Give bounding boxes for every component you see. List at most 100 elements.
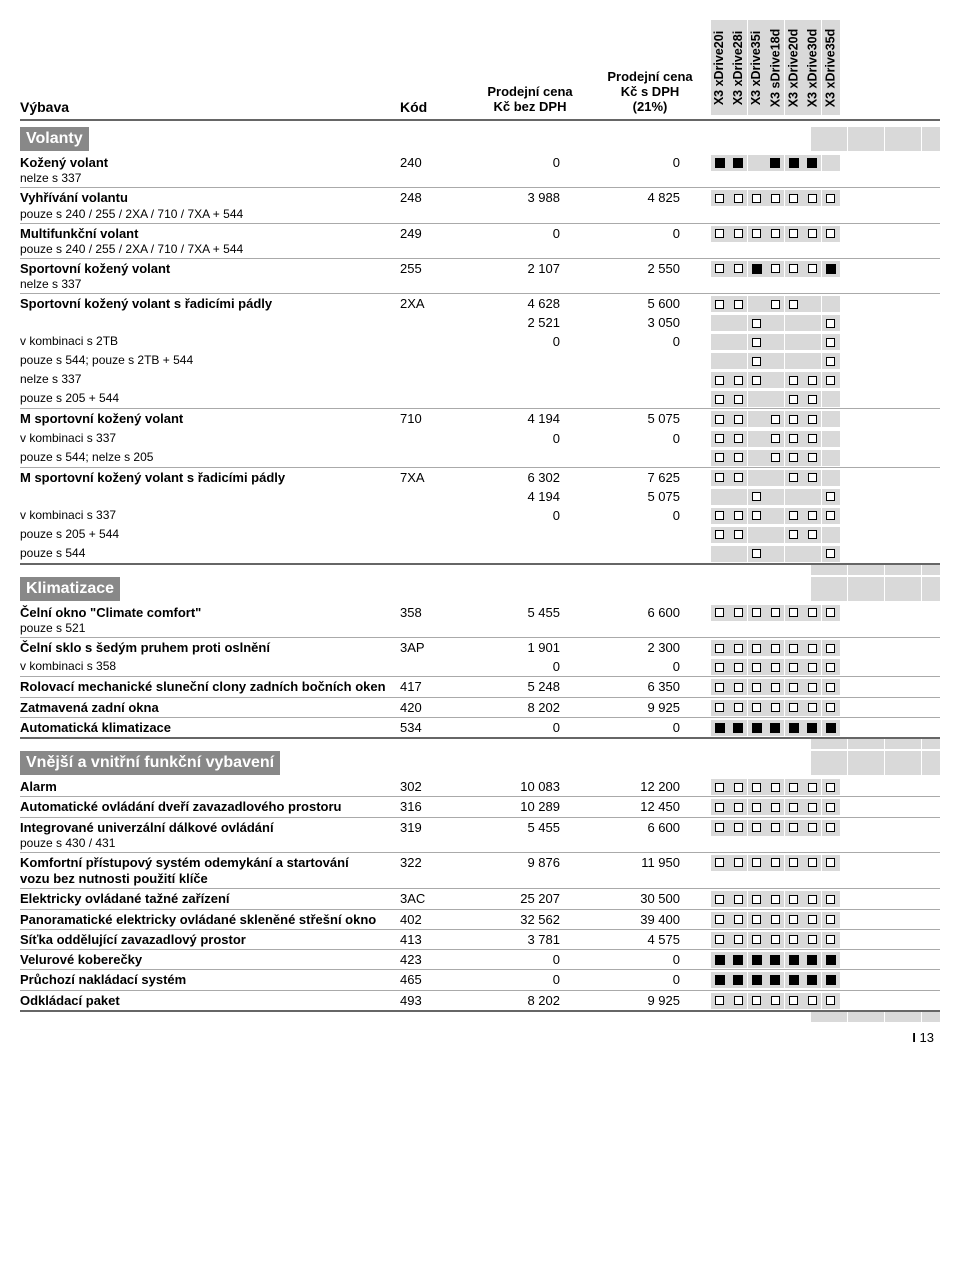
variant-header: X3 sDrive18d xyxy=(766,20,784,115)
availability-cell xyxy=(822,952,840,968)
availability-cell xyxy=(803,450,821,466)
price-vat: 9 925 xyxy=(590,993,710,1008)
item-code: 417 xyxy=(400,679,470,694)
availability-cell xyxy=(803,799,821,815)
availability-cell xyxy=(803,353,821,369)
item-sub: nelze s 337 xyxy=(20,372,400,387)
availability-cell xyxy=(803,952,821,968)
availability-cell xyxy=(785,679,803,695)
availability-cell xyxy=(711,700,729,716)
availability-grid xyxy=(710,952,840,968)
availability-cell xyxy=(748,799,766,815)
availability-cell xyxy=(748,605,766,621)
header-kod: Kód xyxy=(400,99,470,115)
availability-cell xyxy=(766,353,784,369)
item-name: Panoramatické elektricky ovládané skleně… xyxy=(20,912,400,928)
availability-grid xyxy=(710,912,840,928)
availability-cell xyxy=(748,190,766,206)
availability-cell xyxy=(711,932,729,948)
availability-cell xyxy=(711,546,729,562)
table-row: Odkládací paket4938 2029 925 xyxy=(20,991,940,1012)
item-code: 302 xyxy=(400,779,470,794)
availability-cell xyxy=(711,190,729,206)
availability-cell xyxy=(748,155,766,171)
price-novat: 9 876 xyxy=(470,855,590,870)
availability-cell xyxy=(766,659,784,675)
availability-cell xyxy=(822,640,840,656)
item-code: 413 xyxy=(400,932,470,947)
price-vat: 0 xyxy=(590,952,710,967)
availability-cell xyxy=(711,820,729,836)
availability-cell xyxy=(803,546,821,562)
availability-grid xyxy=(710,226,840,242)
price-novat: 0 xyxy=(470,972,590,987)
availability-cell xyxy=(729,155,747,171)
availability-cell xyxy=(748,450,766,466)
price-vat: 9 925 xyxy=(590,700,710,715)
item-name: Velurové koberečky xyxy=(20,952,400,968)
availability-cell xyxy=(711,391,729,407)
availability-cell xyxy=(785,799,803,815)
item-code: 710 xyxy=(400,411,470,426)
availability-cell xyxy=(729,972,747,988)
item-name: Čelní okno "Climate comfort" xyxy=(20,605,400,621)
availability-cell xyxy=(729,659,747,675)
availability-cell xyxy=(748,952,766,968)
availability-cell xyxy=(785,972,803,988)
variant-columns: X3 xDrive20iX3 xDrive28iX3 xDrive35iX3 s… xyxy=(710,20,840,115)
availability-cell xyxy=(766,720,784,736)
availability-grid xyxy=(710,855,840,871)
item-name: Síťka oddělující zavazadlový prostor xyxy=(20,932,400,948)
availability-cell xyxy=(766,470,784,486)
table-row: 4 1945 075 xyxy=(20,487,940,506)
availability-cell xyxy=(803,932,821,948)
price-novat: 0 xyxy=(470,334,590,349)
availability-cell xyxy=(803,315,821,331)
availability-grid xyxy=(710,640,840,656)
availability-grid xyxy=(710,190,840,206)
variant-header: X3 xDrive30d xyxy=(803,20,821,115)
item-sub: pouze s 240 / 255 / 2XA / 710 / 7XA + 54… xyxy=(20,242,400,257)
availability-cell xyxy=(822,700,840,716)
availability-cell xyxy=(803,431,821,447)
item-code: 319 xyxy=(400,820,470,835)
availability-cell xyxy=(766,799,784,815)
item-sub: pouze s 430 / 431 xyxy=(20,836,400,851)
table-row: pouze s 205 + 544 xyxy=(20,389,940,409)
availability-cell xyxy=(803,190,821,206)
item-code: 240 xyxy=(400,155,470,170)
availability-cell xyxy=(785,226,803,242)
item-code: 423 xyxy=(400,952,470,967)
table-row: M sportovní kožený volant7104 1945 075 xyxy=(20,409,940,428)
availability-cell xyxy=(785,605,803,621)
price-vat: 4 825 xyxy=(590,190,710,205)
item-name: Komfortní přístupový systém odemykání a … xyxy=(20,855,400,888)
availability-cell xyxy=(729,700,747,716)
availability-cell xyxy=(803,296,821,312)
price-novat: 0 xyxy=(470,155,590,170)
availability-cell xyxy=(803,605,821,621)
availability-cell xyxy=(748,659,766,675)
availability-cell xyxy=(822,296,840,312)
availability-cell xyxy=(748,779,766,795)
item-sub: v kombinaci s 358 xyxy=(20,659,400,674)
availability-cell xyxy=(729,993,747,1009)
table-row: Integrované univerzální dálkové ovládání… xyxy=(20,818,940,853)
item-code: 534 xyxy=(400,720,470,735)
item-name: Elektricky ovládané tažné zařízení xyxy=(20,891,400,907)
availability-cell xyxy=(729,640,747,656)
availability-grid xyxy=(710,261,840,277)
price-novat: 0 xyxy=(470,508,590,523)
availability-cell xyxy=(711,470,729,486)
price-novat: 8 202 xyxy=(470,700,590,715)
availability-cell xyxy=(803,700,821,716)
item-sub: pouze s 240 / 255 / 2XA / 710 / 7XA + 54… xyxy=(20,207,400,222)
price-novat: 3 781 xyxy=(470,932,590,947)
availability-cell xyxy=(766,546,784,562)
availability-cell xyxy=(785,431,803,447)
availability-cell xyxy=(822,470,840,486)
availability-cell xyxy=(785,700,803,716)
table-row: pouze s 205 + 544 xyxy=(20,525,940,544)
availability-cell xyxy=(711,226,729,242)
availability-cell xyxy=(729,431,747,447)
